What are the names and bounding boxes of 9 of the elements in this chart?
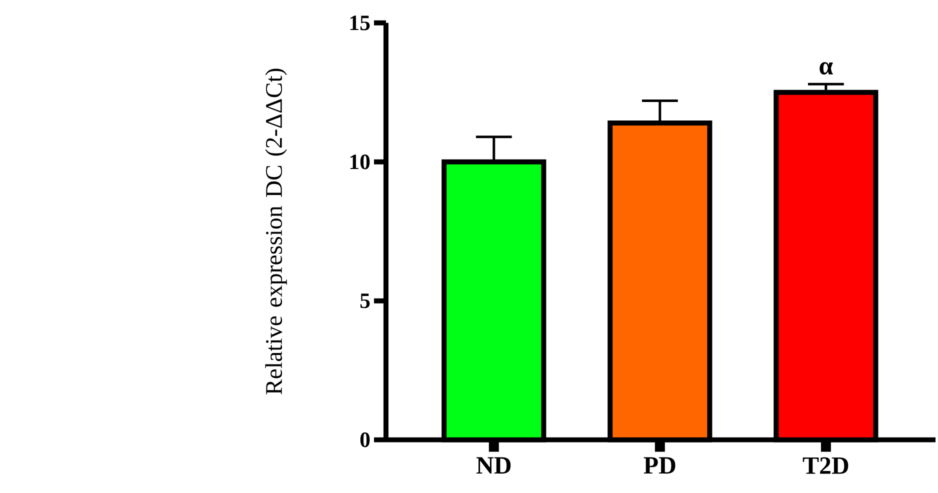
x-tick-label: PD <box>644 457 676 474</box>
y-tick-label: 0 <box>360 432 370 448</box>
x-tick-label: ND <box>476 457 511 474</box>
y-tick-label: 5 <box>360 294 370 308</box>
x-tick-label: T2D <box>802 457 848 474</box>
y-axis-title: Relative expression DC (2-ΔΔCt) <box>265 68 287 395</box>
y-tick-label: 10 <box>350 154 370 170</box>
y-tick-label: 15 <box>350 16 370 30</box>
annotation: α <box>820 62 833 75</box>
